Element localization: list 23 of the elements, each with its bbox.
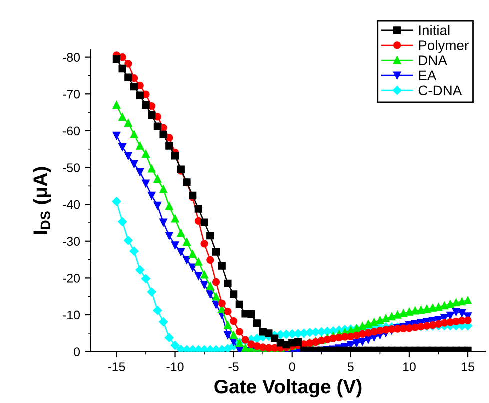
y-tick-label: 0 xyxy=(74,348,80,356)
x-tick-label: -5 xyxy=(228,362,239,372)
y-tick-label: -50 xyxy=(63,164,80,172)
legend-label: C-DNA xyxy=(418,86,462,96)
y-tick-label: -20 xyxy=(63,274,80,283)
y-axis-title: I$_{DS}$ (μA) xyxy=(33,167,52,234)
y-tick-label: -10 xyxy=(63,310,80,320)
x-tick-label: 15 xyxy=(462,362,474,372)
x-tick-label: 5 xyxy=(348,362,354,372)
x-axis-title: Gate Voltage (V) xyxy=(214,379,362,398)
x-tick-label: -10 xyxy=(166,362,184,372)
legend-label: Initial xyxy=(419,25,450,36)
legend-label: Polymer xyxy=(419,40,469,54)
x-tick-label: 10 xyxy=(403,362,416,372)
y-tick-label: -40 xyxy=(63,200,80,210)
y-tick-label: -60 xyxy=(63,126,80,136)
y-tick-label: -30 xyxy=(63,237,80,246)
legend-label: DNA xyxy=(419,56,448,66)
x-tick-label: 0 xyxy=(289,362,296,372)
y-tick-label: -80 xyxy=(63,53,80,62)
y-tick-label: -70 xyxy=(63,90,80,99)
x-tick-label: -15 xyxy=(108,362,126,372)
legend-label: EA xyxy=(419,70,437,80)
